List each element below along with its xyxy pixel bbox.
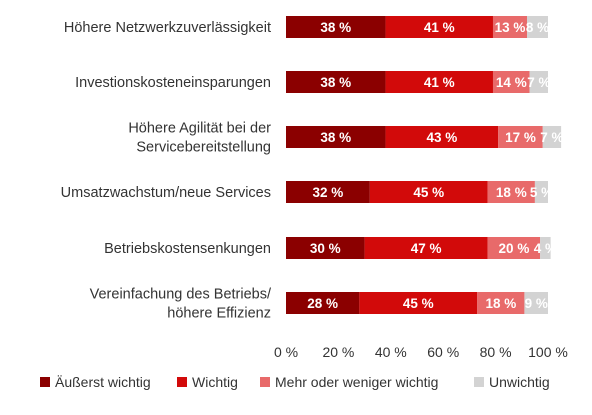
bar-segment-5-4 [540, 237, 551, 259]
category-label-5: Betriebskostensenkungen [104, 241, 271, 257]
bar-segment-1-2 [385, 16, 493, 38]
bar-segment-2-1 [286, 71, 386, 93]
data-label-4-3: 18 % [496, 185, 527, 200]
category-label-1: Höhere Netzwerkzuverlässigkeit [64, 20, 271, 36]
legend-label-3: Mehr oder weniger wichtig [275, 374, 438, 390]
data-label-1-4: 8 % [526, 20, 549, 35]
data-label-5-2: 47 % [411, 241, 442, 256]
data-label-6-1: 28 % [307, 296, 338, 311]
x-tick-label-1: 0 % [274, 344, 298, 360]
data-label-6-2: 45 % [403, 296, 434, 311]
x-tick-label-4: 60 % [427, 344, 459, 360]
data-label-3-1: 38 % [320, 130, 351, 145]
legend-label-4: Unwichtig [489, 374, 550, 390]
bar-segment-5-2 [364, 237, 488, 259]
data-label-3-3: 17 % [505, 130, 536, 145]
bar-segment-3-4 [542, 126, 562, 148]
bar-segment-3-2 [385, 126, 499, 148]
bar-segment-6-3 [477, 292, 525, 314]
data-label-5-1: 30 % [310, 241, 341, 256]
x-tick-label-5: 80 % [480, 344, 512, 360]
legend-label-2: Wichtig [192, 374, 238, 390]
bar-segment-3-1 [286, 126, 386, 148]
data-label-5-4: 4 % [534, 241, 557, 256]
data-label-4-4: 5 % [530, 185, 553, 200]
bar-segment-2-4 [529, 71, 548, 93]
bar-segment-4-3 [487, 181, 535, 203]
bar-segment-2-3 [492, 71, 530, 93]
data-label-2-1: 38 % [320, 75, 351, 90]
category-labels-group: Höhere Netzwerkzuverlässigkeit Investions… [61, 20, 272, 322]
data-label-2-3: 14 % [496, 75, 527, 90]
bar-segment-5-3 [487, 237, 541, 259]
category-label-6: Vereinfachung des Betriebs/höhere Effizi… [90, 287, 272, 322]
legend: Äußerst wichtig Wichtig Mehr oder weniger … [40, 374, 550, 390]
bar-segment-2-2 [385, 71, 493, 93]
data-label-5-3: 20 % [499, 241, 530, 256]
category-label-4: Umsatzwachstum/neue Services [61, 185, 271, 201]
bar-segment-1-1 [286, 16, 386, 38]
category-label-2: Investionskosteneinsparungen [75, 75, 271, 91]
legend-label-1: Äußerst wichtig [55, 374, 151, 390]
bar-segment-4-2 [369, 181, 488, 203]
bar-segment-3-3 [498, 126, 543, 148]
bar-segment-6-4 [524, 292, 548, 314]
data-label-4-1: 32 % [313, 185, 344, 200]
data-label-1-2: 41 % [424, 20, 455, 35]
bar-segment-4-1 [286, 181, 370, 203]
data-label-1-1: 38 % [320, 20, 351, 35]
x-tick-label-6: 100 % [528, 344, 568, 360]
bar-segment-6-2 [359, 292, 478, 314]
bar-segment-1-3 [492, 16, 528, 38]
bar-segment-4-4 [534, 181, 548, 203]
bar-segment-6-1 [286, 292, 360, 314]
segment-labels-group: 38 % 41 % 13 % 8 %38 % 41 % 14 % 7 %38 % 43 % 17… [307, 20, 563, 311]
bar-segment-1-4 [527, 16, 548, 38]
x-tick-label-2: 20 % [322, 344, 354, 360]
data-label-6-4: 9 % [525, 296, 548, 311]
data-label-3-2: 43 % [426, 130, 457, 145]
data-label-1-3: 13 % [495, 20, 526, 35]
category-label-3: Höhere Agilität bei der Servicebereitstel… [128, 121, 271, 156]
data-label-2-4: 7 % [527, 75, 550, 90]
x-axis-ticks: 0 % 20 % 40 % 60 % 80 % 100 % [274, 344, 568, 360]
data-label-2-2: 41 % [424, 75, 455, 90]
data-label-4-2: 45 % [413, 185, 444, 200]
legend-swatch-3 [260, 377, 270, 387]
legend-swatch-1 [40, 377, 50, 387]
data-label-6-3: 18 % [485, 296, 516, 311]
bar-segment-5-1 [286, 237, 365, 259]
legend-swatch-2 [177, 377, 187, 387]
bars-group [286, 16, 562, 314]
data-label-3-4: 7 % [540, 130, 563, 145]
x-tick-label-3: 40 % [375, 344, 407, 360]
legend-swatch-4 [474, 377, 484, 387]
